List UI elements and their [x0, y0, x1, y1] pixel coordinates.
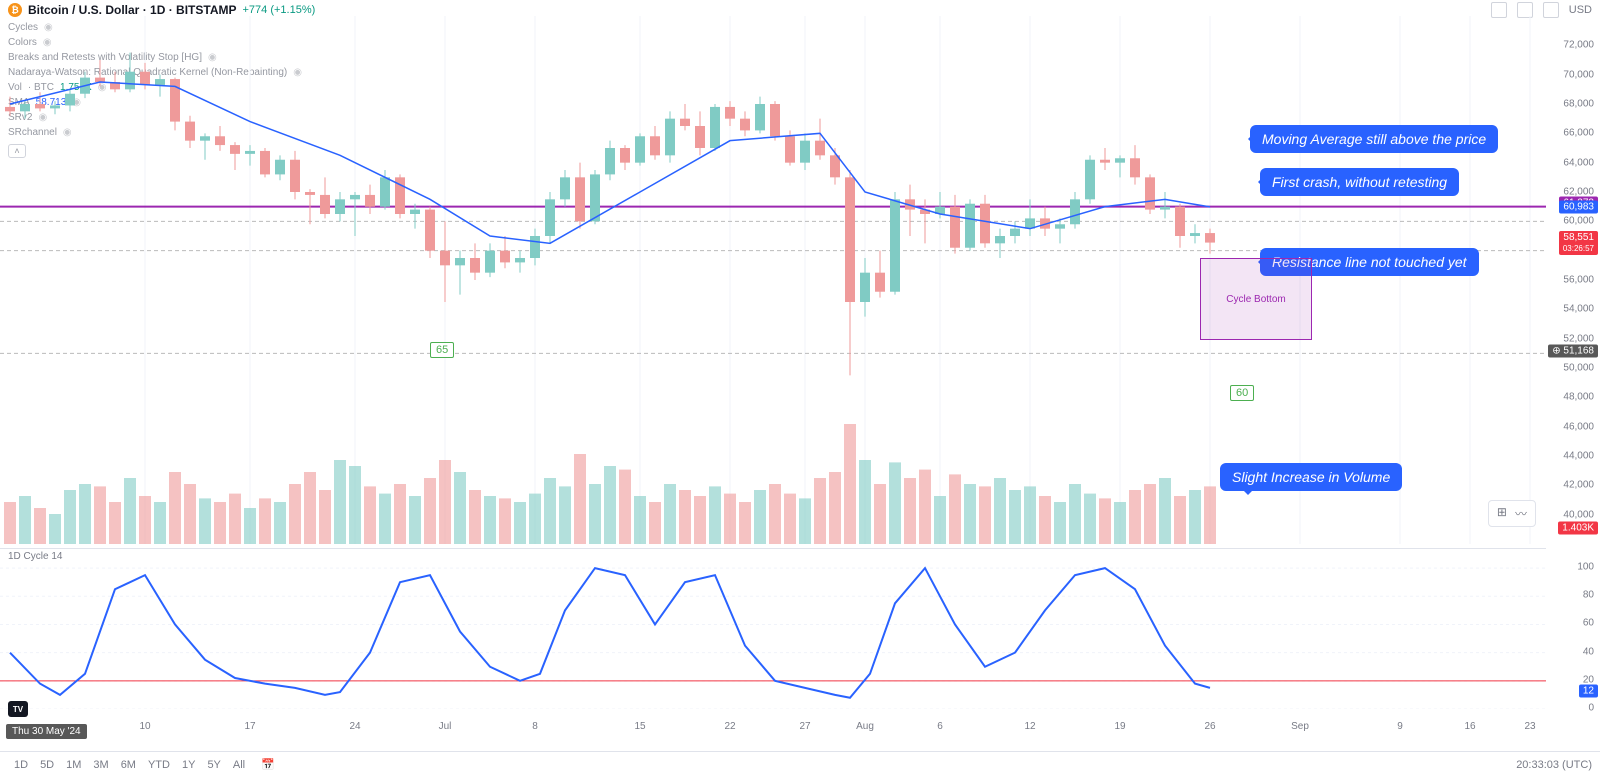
x-tick-label: 6	[937, 721, 943, 732]
y-tick-label: 48,000	[1563, 392, 1594, 403]
y-tick-label: 60,000	[1563, 216, 1594, 227]
timeframe-button[interactable]: 5D	[34, 757, 60, 773]
x-tick-label: 26	[1204, 721, 1215, 732]
crosshair-date-label: Thu 30 May '24	[6, 724, 87, 739]
x-tick-label: Jul	[439, 721, 452, 732]
timeframe-button[interactable]: 6M	[115, 757, 142, 773]
price-y-axis[interactable]: 40,000 42,000 44,000 46,000 48,000 50,000 52,0…	[1546, 16, 1600, 544]
x-tick-label: 24	[349, 721, 360, 732]
volume-label: 1.403K	[1558, 522, 1598, 535]
cycle-y-axis[interactable]: 02040608010012	[1546, 548, 1600, 708]
price-change: +774 (+1.15%)	[243, 4, 316, 16]
measure-icon[interactable]: ⊞	[1497, 505, 1507, 522]
timeframe-button[interactable]: YTD	[142, 757, 176, 773]
x-tick-label: 9	[1397, 721, 1403, 732]
y-tick-label: 56,000	[1563, 275, 1594, 286]
x-tick-label: 15	[634, 721, 645, 732]
y-tick-label: 70,000	[1563, 69, 1594, 80]
cycle-value-label: 12	[1579, 685, 1598, 698]
cycle-y-tick: 60	[1583, 618, 1594, 629]
goto-date-icon[interactable]: 📅	[261, 758, 275, 771]
x-tick-label: 22	[724, 721, 735, 732]
timeframe-button[interactable]: 1D	[8, 757, 34, 773]
y-tick-label: 64,000	[1563, 157, 1594, 168]
annotation-callout[interactable]: Moving Average still above the price	[1250, 125, 1498, 153]
timeframe-button[interactable]: 1M	[60, 757, 87, 773]
x-tick-label: 16	[1464, 721, 1475, 732]
tradingview-logo[interactable]: TV	[8, 701, 28, 717]
annotation-callout[interactable]: Slight Increase in Volume	[1220, 463, 1402, 491]
y-tick-label: 54,000	[1563, 304, 1594, 315]
x-tick-label: Sep	[1291, 721, 1309, 732]
clock: 20:33:03 (UTC)	[1516, 759, 1592, 771]
cycle-y-tick: 80	[1583, 590, 1594, 601]
x-tick-label: 19	[1114, 721, 1125, 732]
timeframe-button[interactable]: 1Y	[176, 757, 201, 773]
chart-tools[interactable]: ⊞ 〰	[1488, 500, 1536, 527]
cycle-y-tick: 40	[1583, 646, 1594, 657]
x-tick-label: 23	[1524, 721, 1535, 732]
y-tick-label: 66,000	[1563, 128, 1594, 139]
y-tick-label: 68,000	[1563, 99, 1594, 110]
currency-label[interactable]: USD	[1569, 4, 1592, 16]
bottom-toolbar: 1D5D1M3M6MYTD1Y5YAll 📅 20:33:03 (UTC)	[0, 751, 1600, 777]
y-tick-label: 72,000	[1563, 40, 1594, 51]
x-tick-label: 12	[1024, 721, 1035, 732]
price-label: 60,983	[1559, 200, 1598, 213]
price-label: 58,55103:26:57	[1559, 231, 1598, 255]
symbol-name[interactable]: Bitcoin / U.S. Dollar · 1D · BITSTAMP	[28, 3, 237, 17]
cycle-y-tick: 0	[1588, 703, 1594, 714]
y-tick-label: 46,000	[1563, 421, 1594, 432]
bitcoin-icon: ₿	[8, 3, 22, 17]
cycle-count-label: 60	[1230, 385, 1254, 401]
timeframe-button[interactable]: All	[227, 757, 251, 773]
x-tick-label: 27	[799, 721, 810, 732]
cycle-bottom-zone[interactable]: Cycle Bottom	[1200, 258, 1312, 340]
timeframe-button[interactable]: 5Y	[201, 757, 226, 773]
x-tick-label: 8	[532, 721, 538, 732]
y-tick-label: 52,000	[1563, 333, 1594, 344]
timeframe-list: 1D5D1M3M6MYTD1Y5YAll	[8, 759, 251, 771]
x-tick-label: 17	[244, 721, 255, 732]
annotation-callout[interactable]: First crash, without retesting	[1260, 168, 1459, 196]
time-x-axis[interactable]: 10 17 24 Jul 8 15 22 27 Aug 6 12 19 26 Sep 9 16 23	[0, 721, 1546, 739]
y-tick-label: 42,000	[1563, 480, 1594, 491]
y-tick-label: 44,000	[1563, 451, 1594, 462]
cycle-y-tick: 100	[1577, 562, 1594, 573]
y-tick-label: 50,000	[1563, 363, 1594, 374]
price-label: ⊕ 51,168	[1548, 344, 1598, 357]
timeframe-button[interactable]: 3M	[87, 757, 114, 773]
x-tick-label: Aug	[856, 721, 874, 732]
y-tick-label: 40,000	[1563, 509, 1594, 520]
cycle-count-label: 65	[430, 342, 454, 358]
drawing-icon[interactable]: 〰	[1515, 505, 1527, 522]
x-tick-label: 10	[139, 721, 150, 732]
cycle-indicator-panel[interactable]: 1D Cycle 14	[0, 548, 1546, 708]
